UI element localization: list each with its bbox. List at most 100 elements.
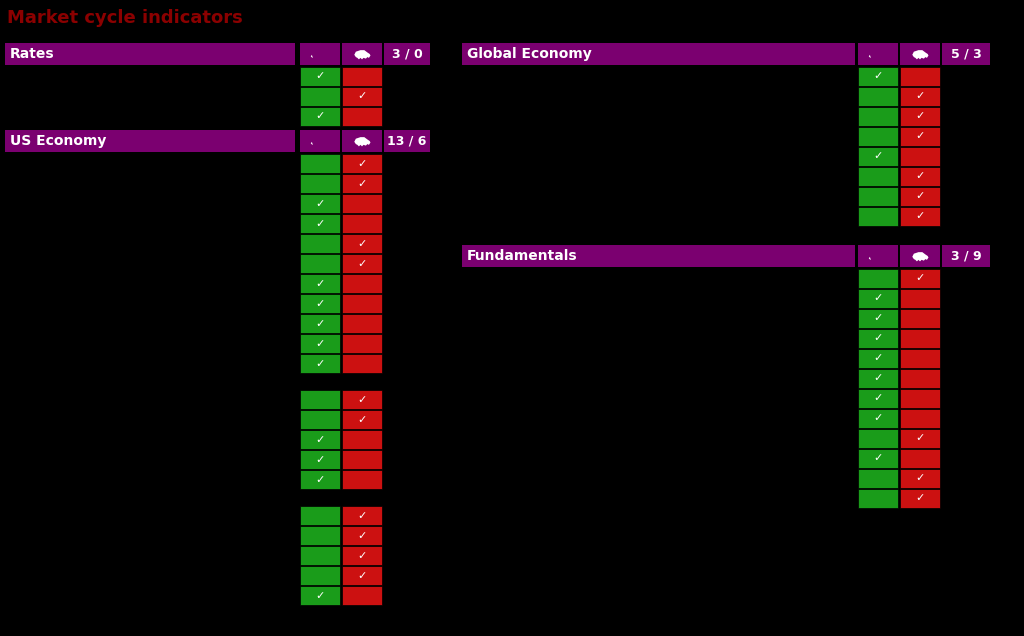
Bar [384, 130, 430, 152]
Text: 5 / 3: 5 / 3 [950, 48, 981, 60]
Text: ✓: ✓ [873, 413, 883, 424]
Text: ✓: ✓ [873, 151, 883, 162]
Bar [900, 349, 940, 368]
Bar [5, 43, 295, 65]
Bar [900, 409, 940, 428]
Text: ✓: ✓ [357, 415, 367, 424]
Text: ✓: ✓ [873, 71, 883, 81]
Bar [900, 469, 940, 488]
Text: ✓: ✓ [315, 279, 325, 289]
Bar [300, 294, 340, 313]
Text: ✓: ✓ [357, 530, 367, 541]
Bar [342, 334, 382, 353]
Bar [342, 130, 382, 152]
Text: ✓: ✓ [315, 219, 325, 228]
Bar [300, 586, 340, 605]
Bar [300, 130, 340, 152]
Text: ✓: ✓ [357, 258, 367, 268]
Bar [300, 274, 340, 293]
Bar [300, 546, 340, 565]
Bar [858, 289, 898, 308]
Text: ✓: ✓ [915, 191, 925, 202]
Text: ✓: ✓ [315, 198, 325, 209]
Bar [342, 194, 382, 213]
Bar [900, 107, 940, 126]
PathPatch shape [354, 137, 371, 146]
Bar [462, 245, 855, 267]
Bar [900, 309, 940, 328]
Text: ✓: ✓ [315, 298, 325, 308]
Bar [342, 107, 382, 126]
Text: ⬟: ⬟ [309, 42, 331, 66]
Bar [300, 526, 340, 545]
Bar [342, 314, 382, 333]
Bar [342, 546, 382, 565]
Bar [858, 429, 898, 448]
Text: ✓: ✓ [357, 158, 367, 169]
Bar [858, 469, 898, 488]
Bar [300, 254, 340, 273]
Text: ✓: ✓ [315, 319, 325, 329]
Bar [900, 87, 940, 106]
Text: ✓: ✓ [315, 590, 325, 600]
Text: ✓: ✓ [873, 314, 883, 324]
Bar [900, 269, 940, 288]
Text: ✓: ✓ [315, 455, 325, 464]
Bar [342, 234, 382, 253]
Text: ✓: ✓ [915, 494, 925, 504]
Bar [858, 67, 898, 86]
Bar [858, 147, 898, 166]
Bar [858, 489, 898, 508]
PathPatch shape [868, 51, 886, 58]
Bar [300, 154, 340, 173]
Bar [300, 43, 340, 65]
Text: 13 / 6: 13 / 6 [387, 134, 427, 148]
Text: ✓: ✓ [357, 92, 367, 102]
Text: ✓: ✓ [315, 474, 325, 485]
Bar [900, 167, 940, 186]
Text: ✓: ✓ [315, 434, 325, 445]
Bar [900, 187, 940, 206]
Bar [900, 489, 940, 508]
Bar [342, 254, 382, 273]
Bar [858, 107, 898, 126]
Bar [858, 449, 898, 468]
Bar [342, 526, 382, 545]
Bar [342, 87, 382, 106]
Text: ✓: ✓ [915, 172, 925, 181]
Text: ✓: ✓ [915, 92, 925, 102]
Text: ✓: ✓ [315, 338, 325, 349]
Bar [342, 506, 382, 525]
Bar [900, 329, 940, 348]
Bar [900, 67, 940, 86]
Text: ⬟: ⬟ [867, 42, 889, 66]
Text: ✓: ✓ [357, 570, 367, 581]
Text: ✓: ✓ [915, 434, 925, 443]
Bar [342, 390, 382, 409]
Bar [858, 269, 898, 288]
Text: ✓: ✓ [315, 111, 325, 121]
Bar [858, 309, 898, 328]
Bar [300, 390, 340, 409]
Bar [300, 430, 340, 449]
Text: ⬟: ⬟ [309, 129, 331, 153]
Bar [900, 449, 940, 468]
Bar [300, 234, 340, 253]
Bar [858, 87, 898, 106]
Bar [858, 245, 898, 267]
Bar [300, 354, 340, 373]
Bar [858, 369, 898, 388]
Bar [858, 43, 898, 65]
PathPatch shape [912, 50, 929, 59]
Text: ✓: ✓ [357, 179, 367, 188]
Bar [384, 43, 430, 65]
Bar [858, 127, 898, 146]
Bar [300, 450, 340, 469]
Bar [300, 87, 340, 106]
Bar [900, 289, 940, 308]
Bar [858, 167, 898, 186]
Bar [342, 154, 382, 173]
Bar [300, 566, 340, 585]
Bar [342, 67, 382, 86]
Bar [342, 354, 382, 373]
